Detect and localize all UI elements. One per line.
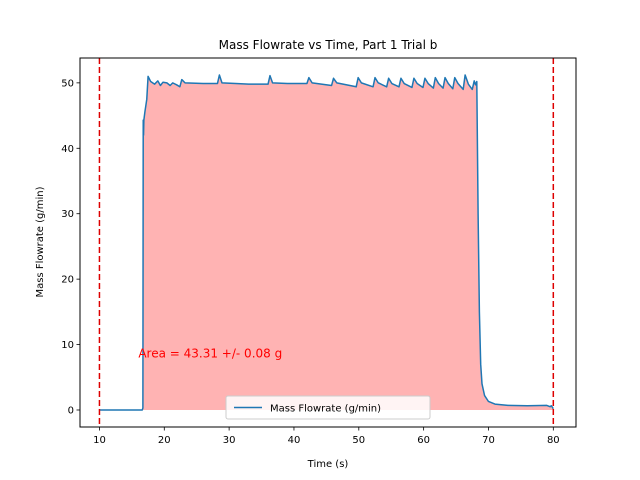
y-tick-label: 0: [68, 405, 74, 416]
y-tick-label: 20: [61, 275, 74, 286]
plot-area: [98, 58, 555, 427]
y-tick-label: 40: [61, 144, 74, 155]
axis-ticks: 10 20 30 40 50 60 70 80 0 10 20 30 40 50: [61, 78, 559, 446]
x-tick-label: 80: [547, 435, 560, 446]
y-tick-label: 50: [61, 78, 74, 89]
plot-frame: [79, 57, 577, 428]
legend-entry-label: Mass Flowrate (g/min): [270, 404, 381, 415]
x-tick-label: 70: [482, 435, 495, 446]
x-tick-label: 10: [93, 435, 106, 446]
area-annotation: Area = 43.31 +/- 0.08 g: [138, 347, 282, 361]
series-line-mass-flowrate: [99, 74, 554, 411]
legend: Mass Flowrate (g/min): [225, 395, 431, 420]
x-tick-label: 20: [158, 435, 171, 446]
chart-title: Mass Flowrate vs Time, Part 1 Trial b: [219, 38, 438, 52]
x-tick-label: 60: [417, 435, 430, 446]
x-tick-label: 30: [223, 435, 236, 446]
y-tick-label: 10: [61, 340, 74, 351]
x-tick-label: 40: [288, 435, 301, 446]
y-axis-label: Mass Flowrate (g/min): [35, 186, 46, 297]
x-axis-label: Time (s): [307, 459, 349, 470]
y-tick-label: 30: [61, 209, 74, 220]
x-tick-label: 50: [352, 435, 365, 446]
area-fill: [99, 75, 554, 410]
legend-box: [225, 395, 431, 420]
